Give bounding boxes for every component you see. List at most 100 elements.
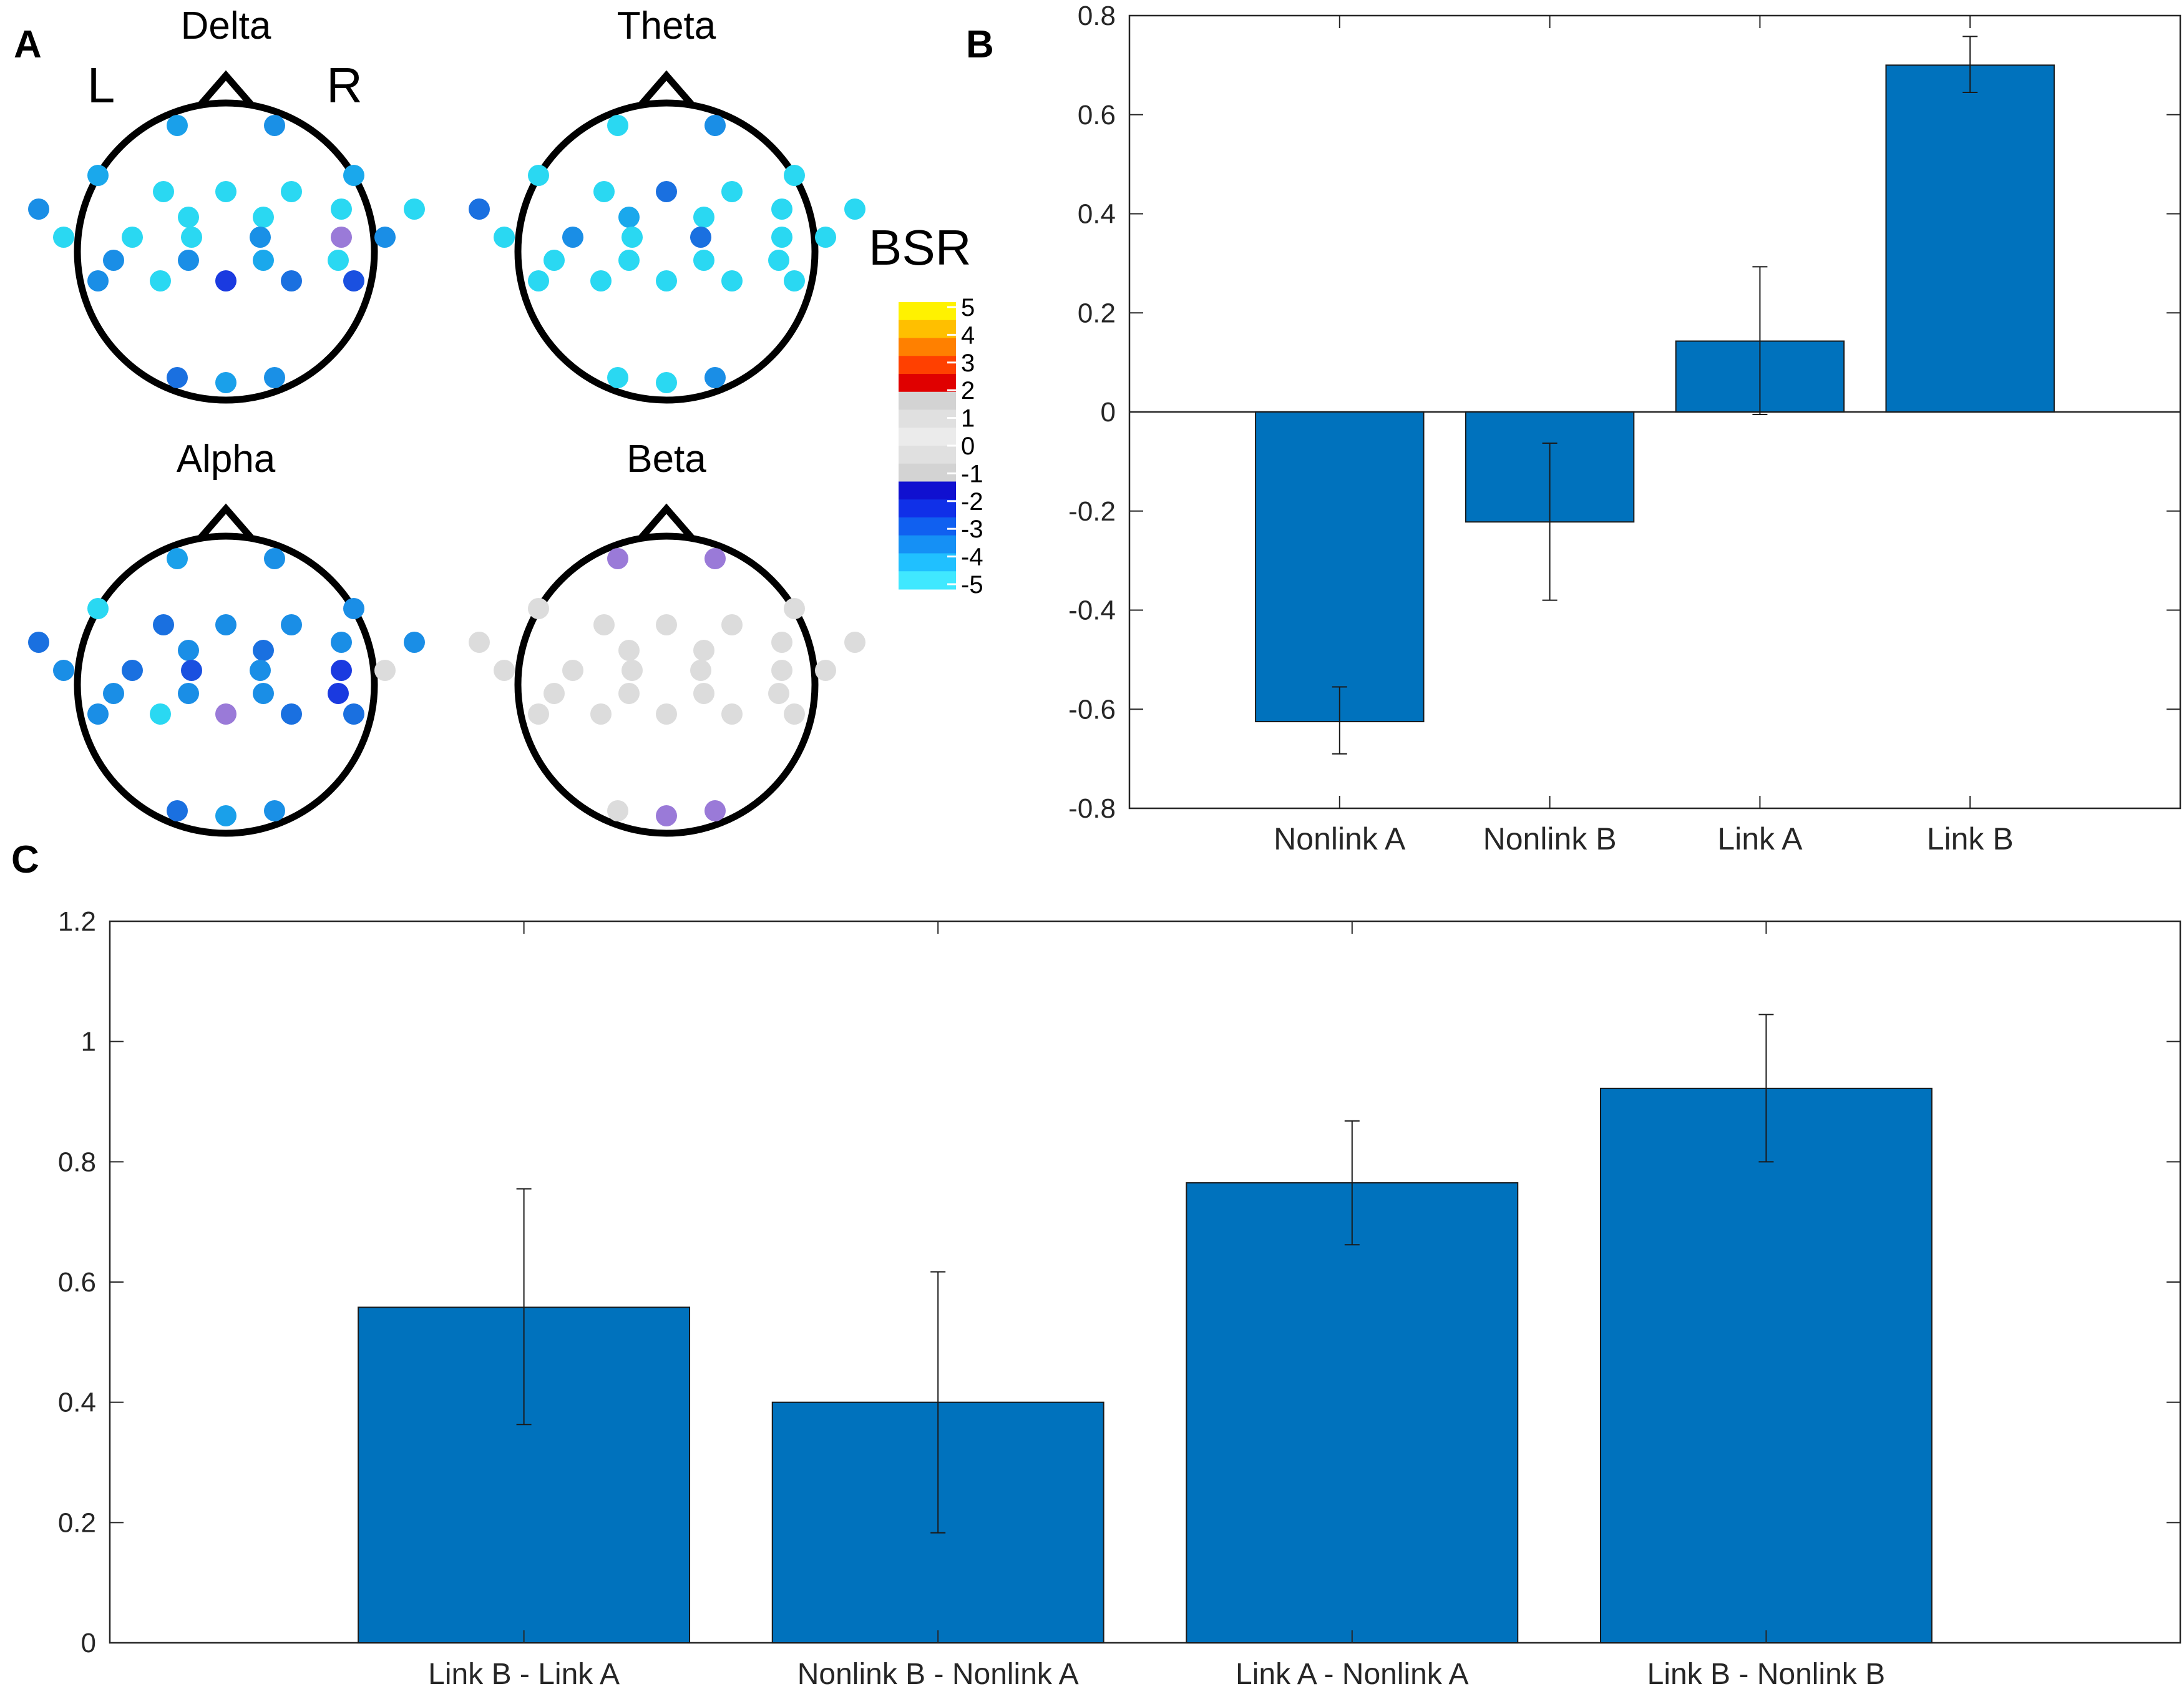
topomap-title-theta: Theta [617, 4, 716, 47]
electrode [281, 181, 302, 202]
colorbar-tick-label: -4 [961, 544, 983, 571]
y-tick-label: 0.4 [58, 1388, 96, 1418]
electrode [784, 270, 805, 291]
electrode [656, 805, 677, 826]
colorbar-tick-label: 2 [961, 377, 975, 404]
x-tick-label: Link B - Nonlink B [1647, 1658, 1886, 1691]
electrode [768, 683, 789, 704]
colorbar-tick-label: 4 [961, 321, 975, 349]
colorbar-segment [899, 535, 956, 554]
electrode [784, 598, 805, 619]
electrode [693, 250, 714, 271]
electrode [469, 632, 490, 653]
colorbar-segment [899, 356, 956, 375]
electrode [693, 207, 714, 228]
electrode [690, 227, 711, 248]
electrode [281, 270, 302, 291]
panel-b-letter: B [966, 23, 994, 66]
electrode [607, 367, 628, 388]
nose-marker [638, 503, 695, 540]
electrode [167, 115, 188, 136]
colorbar-segment [899, 499, 956, 518]
electrode [622, 227, 643, 248]
bar-link-a-nonlink-a [1186, 1182, 1519, 1644]
electrode [264, 800, 285, 821]
electrode [178, 683, 199, 704]
electrode [721, 614, 743, 635]
electrode [167, 367, 188, 388]
electrode [253, 207, 274, 228]
electrode [87, 703, 109, 725]
electrode [404, 632, 425, 653]
electrode [215, 181, 236, 202]
electrode [343, 598, 364, 619]
electrode [771, 227, 792, 248]
electrode [618, 250, 640, 271]
electrode [122, 660, 143, 681]
electrode [607, 548, 628, 569]
electrode [53, 660, 74, 681]
electrode [528, 270, 549, 291]
colorbar-segment [899, 553, 956, 572]
y-tick-label: 1 [81, 1027, 96, 1057]
electrode [215, 270, 236, 291]
nose-marker [638, 70, 695, 107]
topomap-title-delta: Delta [181, 4, 271, 47]
electrode [704, 115, 726, 136]
electrode [264, 115, 285, 136]
colorbar-title: BSR [869, 220, 972, 275]
electrode [374, 660, 396, 681]
topomap-theta: Theta [469, 4, 865, 404]
electrode [693, 683, 714, 704]
electrode [721, 703, 743, 725]
y-tick-label: 0 [1101, 397, 1116, 428]
electrode [704, 367, 726, 388]
bar-nonlink-a [1255, 411, 1425, 723]
colorbar-tick-label: 3 [961, 350, 975, 377]
colorbar-tick-label: 5 [961, 294, 975, 321]
nose-marker [198, 70, 254, 107]
electrode [721, 270, 743, 291]
electrode [656, 270, 677, 291]
electrode [562, 227, 583, 248]
colorbar-segment [899, 446, 956, 464]
electrode [28, 632, 49, 653]
x-tick-label: Link B - Link A [428, 1658, 620, 1691]
electrode [768, 250, 789, 271]
electrode [528, 703, 549, 725]
electrode [53, 227, 74, 248]
electrode [656, 614, 677, 635]
bar-link-b-nonlink-b [1599, 1087, 1933, 1643]
panel-a-letter: A [14, 23, 42, 66]
electrode [618, 207, 640, 228]
electrode [528, 598, 549, 619]
electrode [784, 165, 805, 186]
left-hemisphere-label: L [87, 57, 115, 113]
head-outline [74, 99, 378, 404]
colorbar-segment [899, 463, 956, 482]
electrode [374, 227, 396, 248]
x-tick-label: Nonlink B - Nonlink A [797, 1658, 1079, 1691]
y-tick-label: -0.8 [1068, 793, 1116, 824]
head-outline [514, 532, 819, 837]
colorbar-segment [899, 320, 956, 338]
y-tick-label: 0.8 [1078, 1, 1116, 31]
colorbar-tick-label: -2 [961, 488, 983, 516]
electrode [784, 703, 805, 725]
electrode [215, 614, 236, 635]
electrode [103, 683, 124, 704]
electrode [815, 227, 836, 248]
electrode [264, 548, 285, 569]
electrode [693, 640, 714, 661]
electrode [656, 372, 677, 393]
electrode [215, 805, 236, 826]
electrode [844, 198, 865, 220]
head-outline [74, 532, 378, 837]
electrode [178, 640, 199, 661]
y-tick-label: 0 [81, 1628, 96, 1658]
electrode [281, 703, 302, 725]
y-tick-label: -0.6 [1068, 694, 1116, 725]
electrode [181, 227, 202, 248]
electrode [343, 270, 364, 291]
